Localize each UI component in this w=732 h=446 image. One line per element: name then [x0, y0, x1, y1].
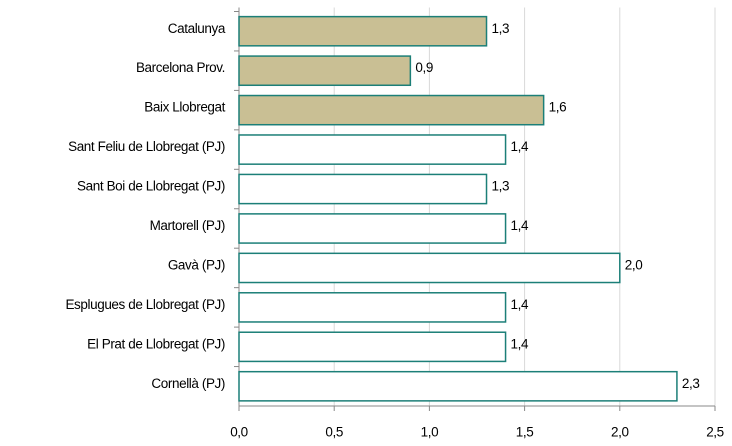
y-tick-label: El Prat de Llobregat (PJ) — [87, 336, 225, 351]
value-label: 1,4 — [511, 139, 529, 154]
bar — [238, 15, 488, 47]
y-tick-label: Baix Llobregat — [144, 100, 225, 115]
value-label: 1,4 — [511, 336, 529, 351]
x-tick-label: 1,0 — [421, 425, 439, 440]
y-tick-label: Catalunya — [168, 21, 226, 36]
y-tick-label: Sant Feliu de Llobregat (PJ) — [68, 139, 225, 154]
bar — [238, 173, 488, 205]
bar — [238, 55, 412, 87]
y-tick-label: Cornellà (PJ) — [151, 376, 225, 391]
value-label: 1,6 — [549, 100, 567, 115]
x-tick-label: 2,5 — [706, 425, 724, 440]
value-label: 0,9 — [415, 60, 433, 75]
y-tick-label: Gavà (PJ) — [168, 257, 225, 272]
value-label: 1,4 — [511, 297, 529, 312]
bar — [238, 213, 507, 244]
y-tick-label: Barcelona Prov. — [136, 60, 225, 75]
bar — [238, 331, 507, 363]
x-tick-label: 0,5 — [325, 425, 343, 440]
bar — [238, 370, 678, 402]
x-tick-label: 0,0 — [230, 425, 248, 440]
x-tick-label: 2,0 — [611, 425, 629, 440]
bar — [238, 252, 621, 284]
bar — [238, 134, 507, 165]
bar — [238, 94, 545, 126]
bar — [238, 292, 507, 323]
y-tick-label: Martorell (PJ) — [150, 218, 225, 233]
value-label: 2,3 — [682, 376, 700, 391]
y-tick-label: Esplugues de Llobregat (PJ) — [65, 297, 225, 312]
value-label: 1,3 — [492, 179, 510, 194]
y-tick-label: Sant Boi de Llobregat (PJ) — [77, 179, 225, 194]
value-label: 1,4 — [511, 218, 529, 233]
x-tick-label: 1,5 — [516, 425, 534, 440]
value-label: 2,0 — [625, 257, 643, 272]
value-label: 1,3 — [492, 21, 510, 36]
